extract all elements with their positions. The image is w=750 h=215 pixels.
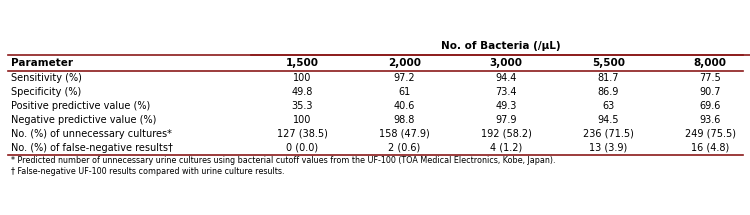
Text: 94.4: 94.4	[496, 73, 517, 83]
Text: Negative predictive value (%): Negative predictive value (%)	[11, 115, 157, 125]
Text: 100: 100	[293, 115, 311, 125]
Text: 63: 63	[602, 101, 614, 111]
Text: 90.7: 90.7	[700, 87, 721, 97]
Text: 35.3: 35.3	[292, 101, 313, 111]
Text: † False-negative UF-100 results compared with urine culture results.: † False-negative UF-100 results compared…	[11, 167, 285, 176]
Text: 0 (0.0): 0 (0.0)	[286, 143, 318, 153]
Text: 2,000: 2,000	[388, 58, 421, 68]
Text: No. (%) of false-negative results†: No. (%) of false-negative results†	[11, 143, 173, 153]
Text: 127 (38.5): 127 (38.5)	[277, 129, 328, 139]
Text: 2 (0.6): 2 (0.6)	[388, 143, 420, 153]
Text: Specificity (%): Specificity (%)	[11, 87, 82, 97]
Text: 93.6: 93.6	[700, 115, 721, 125]
Text: 94.5: 94.5	[598, 115, 619, 125]
Text: 13 (3.9): 13 (3.9)	[590, 143, 627, 153]
Text: 77.5: 77.5	[699, 73, 721, 83]
Text: Source: Am J Clin Pathol © 2007 American Society for Clinical Pathology: Source: Am J Clin Pathol © 2007 American…	[431, 197, 742, 206]
Text: Medscape®: Medscape®	[11, 9, 99, 23]
Text: 69.6: 69.6	[700, 101, 721, 111]
Text: No. (%) of unnecessary cultures*: No. (%) of unnecessary cultures*	[11, 129, 172, 139]
Text: 73.4: 73.4	[496, 87, 517, 97]
Text: 97.2: 97.2	[394, 73, 415, 83]
Text: Positive predictive value (%): Positive predictive value (%)	[11, 101, 151, 111]
Text: 49.8: 49.8	[292, 87, 313, 97]
Text: 16 (4.8): 16 (4.8)	[692, 143, 729, 153]
Text: 236 (71.5): 236 (71.5)	[583, 129, 634, 139]
Text: 61: 61	[398, 87, 410, 97]
Text: 192 (58.2): 192 (58.2)	[481, 129, 532, 139]
Text: No. of Bacteria (/μL): No. of Bacteria (/μL)	[441, 41, 560, 51]
Text: 81.7: 81.7	[598, 73, 619, 83]
Text: Parameter: Parameter	[11, 58, 74, 68]
Text: 249 (75.5): 249 (75.5)	[685, 129, 736, 139]
Text: 158 (47.9): 158 (47.9)	[379, 129, 430, 139]
Text: www.medscape.com: www.medscape.com	[142, 9, 263, 23]
Text: 3,000: 3,000	[490, 58, 523, 68]
Text: Sensitivity (%): Sensitivity (%)	[11, 73, 82, 83]
Text: 86.9: 86.9	[598, 87, 619, 97]
Text: 49.3: 49.3	[496, 101, 517, 111]
Text: * Predicted number of unnecessary urine cultures using bacterial cutoff values f: * Predicted number of unnecessary urine …	[11, 156, 556, 165]
Text: 100: 100	[293, 73, 311, 83]
Text: 98.8: 98.8	[394, 115, 415, 125]
Text: 97.9: 97.9	[496, 115, 517, 125]
Text: 1,500: 1,500	[286, 58, 319, 68]
Text: 5,500: 5,500	[592, 58, 625, 68]
Text: 4 (1.2): 4 (1.2)	[490, 143, 522, 153]
Text: 8,000: 8,000	[694, 58, 727, 68]
Text: 40.6: 40.6	[394, 101, 415, 111]
